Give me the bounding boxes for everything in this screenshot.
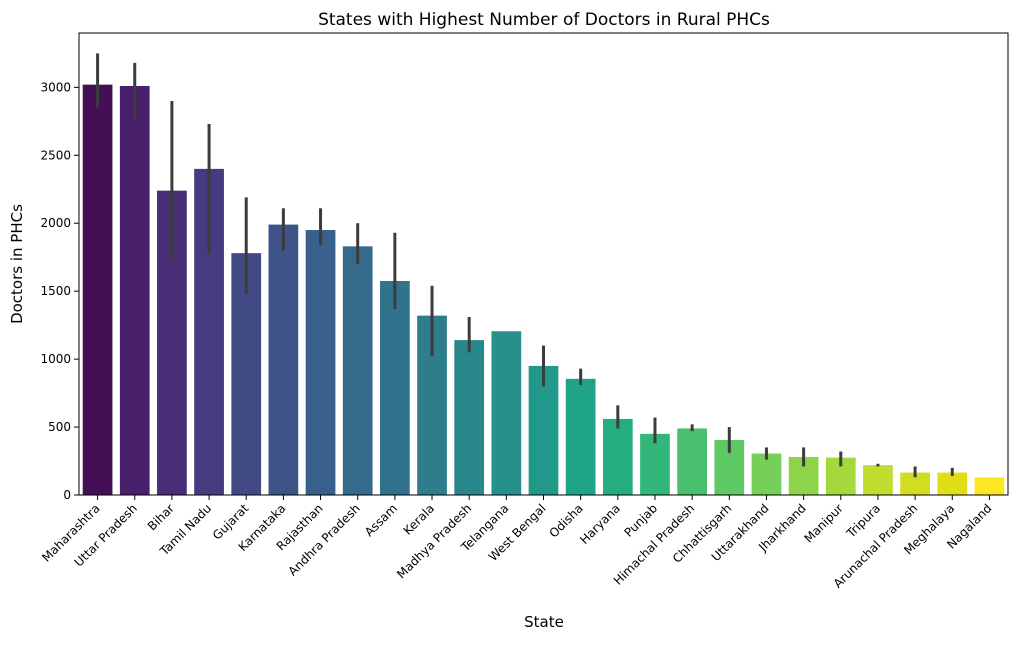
bar-tripura: [863, 465, 893, 495]
x-tick-label: Bihar: [145, 501, 177, 533]
bar-meghalaya: [937, 472, 968, 495]
bar-uttar-pradesh: [119, 85, 150, 496]
bar-karnataka: [268, 224, 299, 495]
bar-uttarakhand: [751, 453, 782, 495]
bar-arunachal-pradesh: [900, 472, 930, 495]
y-tick-label: 3000: [40, 80, 71, 94]
x-tick-label: Andhra Pradesh: [286, 501, 363, 578]
x-tick-label: Manipur: [801, 501, 845, 545]
x-tick-label: Haryana: [577, 501, 623, 547]
x-tick-label: Kerala: [401, 501, 438, 538]
bar-madhya-pradesh: [454, 340, 485, 495]
bar-maharashtra: [82, 84, 113, 496]
x-tick-label: Assam: [362, 501, 400, 539]
y-tick-label: 1000: [40, 352, 71, 366]
bars-layer: [82, 84, 1005, 496]
y-tick-label: 0: [63, 488, 71, 502]
y-axis: 0 500 1000 1500 2000 2500 3000: [40, 80, 79, 502]
bar-odisha: [565, 378, 596, 495]
y-tick-label: 2500: [40, 148, 71, 162]
x-axis-label: State: [524, 613, 564, 631]
bar-nagaland: [974, 477, 1005, 495]
bar-haryana: [602, 418, 633, 495]
y-tick-label: 2000: [40, 216, 71, 230]
bar-west-bengal: [528, 365, 559, 495]
bar-assam: [379, 280, 410, 495]
bar-rajasthan: [305, 230, 336, 495]
error-bars-layer: [96, 53, 954, 478]
y-tick-label: 1500: [40, 284, 71, 298]
chart-title: States with Highest Number of Doctors in…: [318, 10, 770, 30]
bar-telangana: [491, 331, 522, 495]
bar-punjab: [640, 433, 670, 495]
bar-himachal-pradesh: [677, 428, 708, 495]
bar-andhra-pradesh: [342, 246, 373, 495]
y-tick-label: 500: [48, 420, 71, 434]
y-axis-label: Doctors in PHCs: [8, 204, 26, 324]
